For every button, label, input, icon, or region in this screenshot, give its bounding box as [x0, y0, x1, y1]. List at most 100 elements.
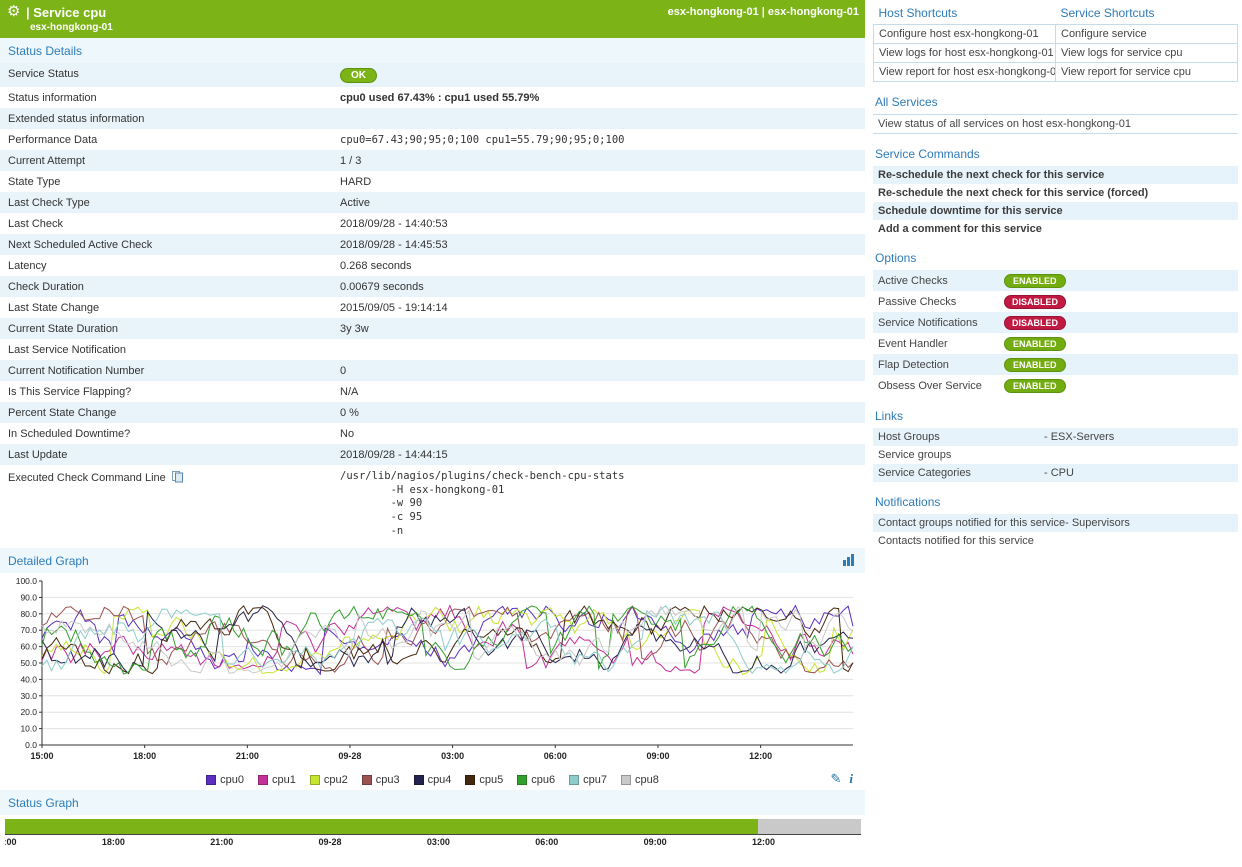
link-value[interactable]: - ESX-Servers [1044, 431, 1115, 443]
service-shortcut-link[interactable]: Configure service [1055, 24, 1238, 44]
status-row-value: 3y 3w [340, 323, 369, 335]
svg-text:21:00: 21:00 [236, 751, 259, 761]
status-row-value: 2015/09/05 - 19:14:14 [340, 302, 448, 314]
service-shortcut-link[interactable]: View logs for service cpu [1055, 43, 1238, 63]
legend-item: cpu0 [206, 774, 244, 786]
view-all-services-link[interactable]: View status of all services on host esx-… [873, 114, 1238, 134]
status-information-text: cpu0 used 67.43% : cpu1 used 55.79% [340, 92, 540, 104]
option-row: Passive Checks DISABLED [873, 291, 1238, 312]
status-row-label: Last Check Type [8, 197, 90, 209]
svg-text:100.0: 100.0 [16, 576, 38, 586]
detailed-graph-heading: Detailed Graph [8, 554, 89, 569]
status-row: Is This Service Flapping? N/A [0, 381, 865, 402]
graph-tools: ✎ i [830, 771, 853, 787]
detailed-graph-header: Detailed Graph [0, 548, 865, 574]
notification-label: Contacts notified for this service [878, 535, 1034, 547]
notification-label: Contact groups notified for this service [878, 517, 1066, 529]
status-row-value [340, 339, 865, 360]
legend-swatch [257, 775, 268, 786]
service-command-link[interactable]: Re-schedule the next check for this serv… [878, 187, 1149, 199]
status-row-label: Last State Change [8, 302, 100, 314]
option-label: Active Checks [878, 274, 948, 287]
option-row: Service Notifications DISABLED [873, 312, 1238, 333]
option-state-badge[interactable]: ENABLED [1004, 357, 1066, 372]
option-state-badge[interactable]: ENABLED [1004, 273, 1066, 288]
status-row-label: In Scheduled Downtime? [8, 428, 131, 440]
status-row: Last Check 2018/09/28 - 14:40:53 [0, 213, 865, 234]
legend-label: cpu3 [375, 774, 400, 787]
legend-item: cpu5 [465, 774, 503, 786]
svg-text:10.0: 10.0 [20, 724, 37, 734]
host-shortcut-link[interactable]: View report for host esx-hongkong-01 [873, 62, 1056, 82]
status-row: In Scheduled Downtime? No [0, 423, 865, 444]
link-label: Service groups [878, 449, 952, 461]
svg-text:09-28: 09-28 [338, 751, 361, 761]
status-row-label: Next Scheduled Active Check [8, 239, 153, 251]
legend-item: cpu4 [413, 774, 451, 786]
status-graph-tick: 06:00 [535, 837, 559, 848]
status-row: Extended status information [0, 108, 865, 129]
link-row: Host Groups - ESX-Servers [873, 428, 1238, 446]
status-row-label: Extended status information [8, 113, 145, 125]
status-row: Last Update 2018/09/28 - 14:44:15 [0, 444, 865, 465]
option-state-badge[interactable]: DISABLED [1004, 315, 1067, 330]
status-row-label: Status information [8, 92, 97, 104]
link-row: Service groups [873, 446, 1238, 464]
link-row: Service Categories - CPU [873, 464, 1238, 482]
legend-items: cpu0 cpu1 cpu2 cpu3 cpu4 cpu5 cpu6 cpu7 cpu8 [206, 774, 659, 786]
status-row-value: 2018/09/28 - 14:45:53 [340, 239, 448, 251]
notification-value[interactable]: - Supervisors [1065, 517, 1130, 529]
copy-icon[interactable] [171, 470, 184, 486]
status-timeline-bar [5, 819, 861, 836]
status-graph-heading: Status Graph [0, 790, 865, 816]
status-row-label: State Type [8, 176, 61, 188]
status-row-value: 1 / 3 [340, 155, 362, 167]
option-state-badge[interactable]: DISABLED [1004, 294, 1067, 309]
links-heading: Links [875, 409, 904, 423]
status-ok-badge: OK [340, 68, 377, 83]
status-row: Check Duration 0.00679 seconds [0, 276, 865, 297]
series-cpu2 [41, 605, 854, 676]
status-row-label: Current State Duration [8, 323, 119, 335]
page: ⚙ | Service cpu esx-hongkong-01 esx-hong… [0, 0, 1238, 848]
status-row-value: 2018/09/28 - 14:44:15 [340, 449, 448, 461]
status-row-value: 0.268 seconds [340, 260, 412, 272]
status-row: Executed Check Command Line/usr/lib/nagi… [0, 465, 865, 542]
option-row: Event Handler ENABLED [873, 333, 1238, 354]
shortcut-row: Configure host esx-hongkong-01 Configure … [873, 24, 1238, 44]
svg-text:50.0: 50.0 [20, 658, 37, 668]
status-row-value: cpu0 used 67.43% : cpu1 used 55.79% [340, 87, 865, 108]
status-row: Service Status OK [0, 63, 865, 87]
status-row-label: Last Update [8, 449, 68, 461]
option-state-badge[interactable]: ENABLED [1004, 336, 1066, 351]
host-shortcut-link[interactable]: Configure host esx-hongkong-01 [873, 24, 1056, 44]
service-command-link[interactable]: Schedule downtime for this service [873, 202, 1238, 220]
gear-icon[interactable]: ⚙ [7, 3, 21, 20]
status-graph-tick: 18:00 [101, 837, 125, 848]
series-cpu4 [41, 605, 854, 675]
series-cpu3 [41, 605, 854, 674]
service-commands-list: Re-schedule the next check for this serv… [873, 166, 1238, 238]
info-icon[interactable]: i [849, 771, 853, 787]
link-value[interactable]: - CPU [1044, 467, 1074, 479]
legend-item: cpu8 [621, 774, 659, 786]
status-row-value: /usr/lib/nagios/plugins/check-bench-cpu-… [340, 465, 865, 542]
service-command-link[interactable]: Add a comment for this service [878, 223, 1042, 235]
legend-label: cpu7 [583, 774, 607, 787]
status-row-value: Active [340, 197, 370, 209]
status-row-label: Current Notification Number [8, 365, 145, 377]
service-command-link[interactable]: Re-schedule the next check for this serv… [873, 166, 1238, 184]
svg-text:30.0: 30.0 [20, 691, 37, 701]
bar-chart-icon[interactable] [842, 553, 855, 571]
status-row-label: Is This Service Flapping? [8, 386, 132, 398]
status-row-value: N/A [340, 386, 359, 398]
status-row: Current Attempt 1 / 3 [0, 150, 865, 171]
header-host-breadcrumb[interactable]: esx-hongkong-01 | esx-hongkong-01 [667, 6, 859, 18]
service-shortcut-link[interactable]: View report for service cpu [1055, 62, 1238, 82]
service-shortcuts-heading: Service Shortcuts [1055, 2, 1238, 25]
svg-text:06:00: 06:00 [544, 751, 567, 761]
edit-graph-icon[interactable]: ✎ [830, 771, 842, 787]
host-shortcut-link[interactable]: View logs for host esx-hongkong-01 [873, 43, 1056, 63]
option-state-badge[interactable]: ENABLED [1004, 378, 1066, 393]
host-shortcuts-heading: Host Shortcuts [873, 2, 1056, 25]
